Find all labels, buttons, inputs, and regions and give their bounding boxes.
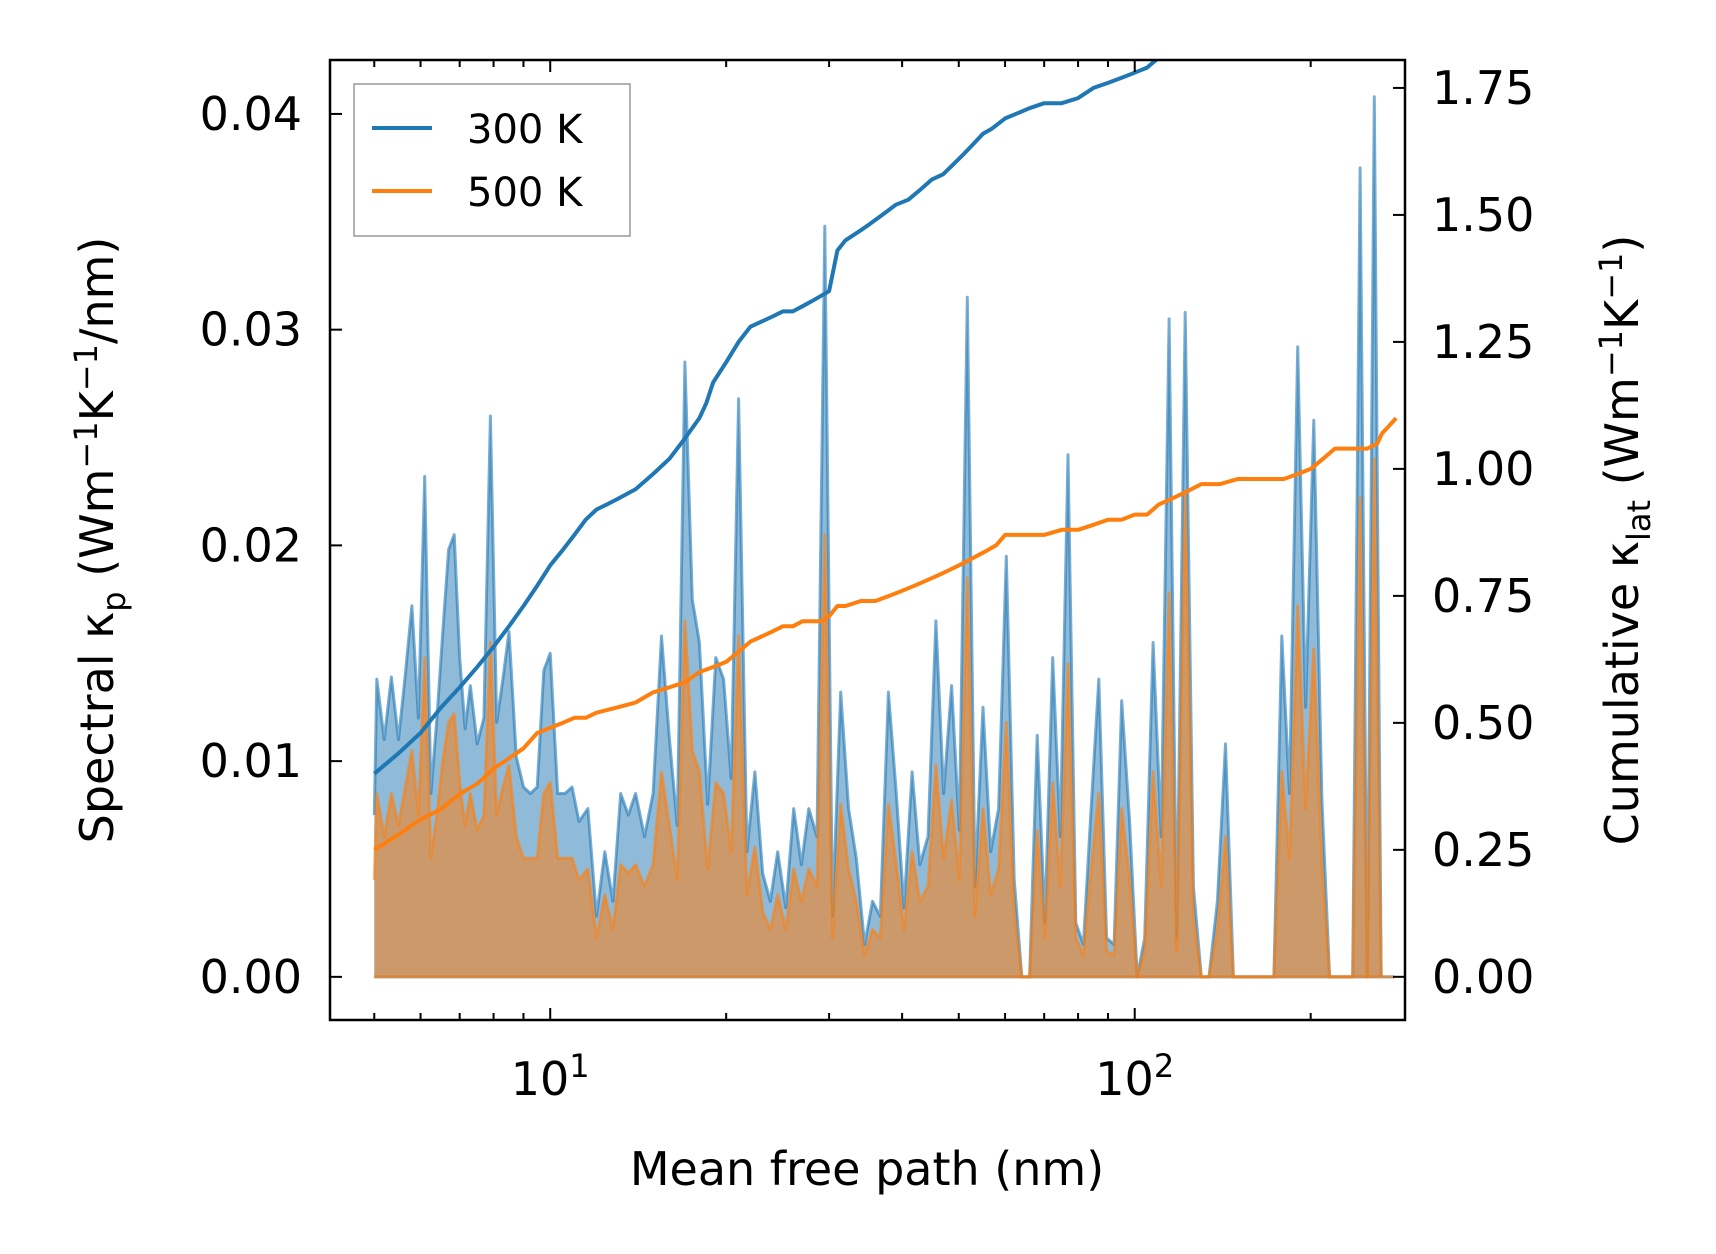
y2-tick-label: 0.75 <box>1432 569 1534 623</box>
x-axis-title: Mean free path (nm) <box>630 1142 1104 1196</box>
y2-axis-title: Cumulative κlat​ (Wm−1​K−1​) <box>1592 235 1658 846</box>
y2-tick-label: 0.25 <box>1432 823 1534 877</box>
plot-frame <box>328 58 1407 1022</box>
plot-area <box>372 60 1398 979</box>
legend-label-500k: 500 K <box>467 170 584 216</box>
legend-box <box>353 83 631 237</box>
x-tick-label: 102 <box>1095 1047 1174 1106</box>
y2-tick-label: 0.50 <box>1432 696 1534 750</box>
spectral-fill-500k <box>374 459 1382 977</box>
legend-label-300k: 300 K <box>467 107 584 153</box>
x-tick-label: 101 <box>511 1047 590 1106</box>
cumulative-line-300k <box>373 60 1160 776</box>
y-tick-label: 0.04 <box>200 87 302 141</box>
y-tick-label: 0.03 <box>200 303 302 357</box>
y2-tick-label: 1.75 <box>1432 61 1534 115</box>
y2-tick-label: 1.00 <box>1432 442 1534 496</box>
y-tick-label: 0.00 <box>200 950 302 1004</box>
y-tick-label: 0.02 <box>200 518 302 572</box>
y2-tick-label: 1.25 <box>1432 315 1534 369</box>
axes: 101 102 0.00 0.01 0.02 0.03 0.04 0.00 0.25 0.50 0.… <box>200 60 1534 1106</box>
y-tick-label: 0.01 <box>200 734 302 788</box>
cumulative-line-500k <box>373 416 1398 852</box>
y2-tick-label: 1.50 <box>1432 188 1534 242</box>
y-axis-title: Spectral κp​ (Wm−1​K−1​/nm) <box>67 237 133 844</box>
legend: 300 K 500 K <box>353 83 631 237</box>
y2-tick-label: 0.00 <box>1432 950 1534 1004</box>
